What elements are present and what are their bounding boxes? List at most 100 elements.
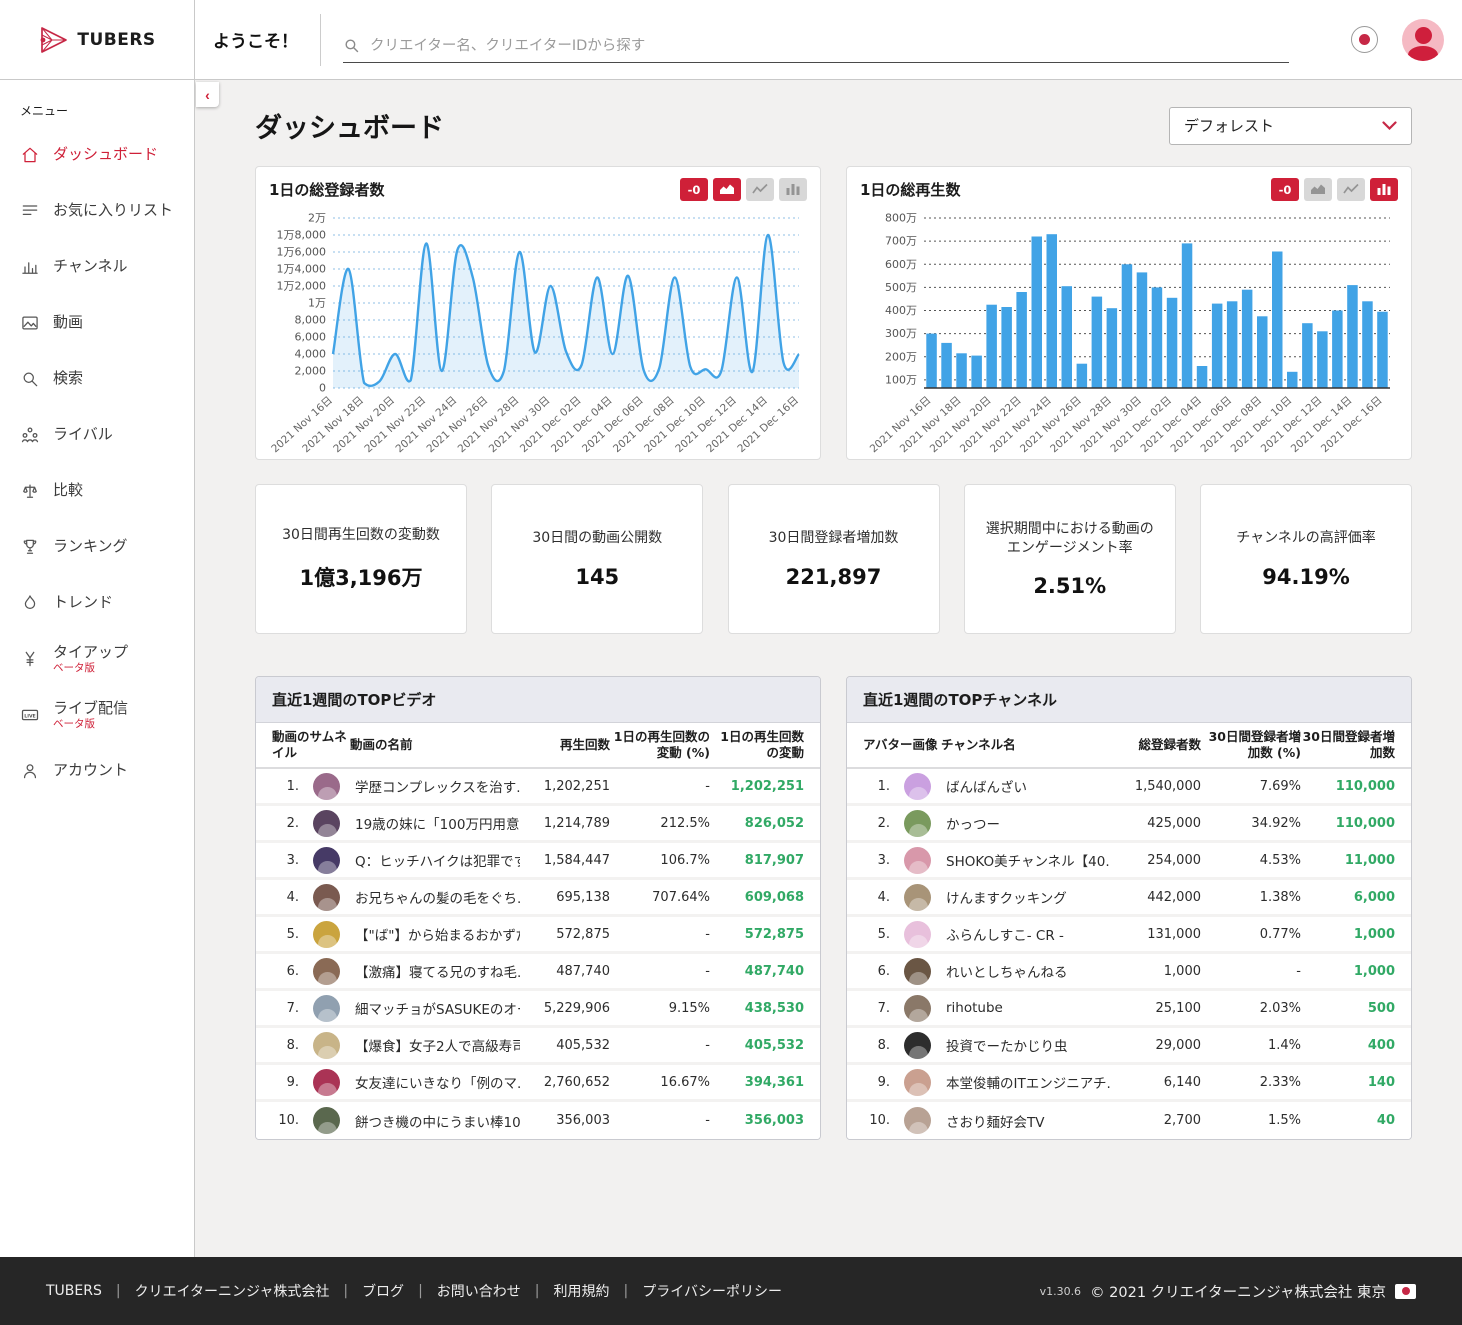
chart-mode-area-button[interactable] (1304, 178, 1332, 201)
svg-text:1万: 1万 (308, 297, 326, 310)
chevron-down-icon (1382, 120, 1397, 130)
row-change-abs: 6,000 (1353, 889, 1395, 905)
table-row[interactable]: 7. rihotube 25,100 2.03% 500 (847, 991, 1411, 1028)
row-rank: 7. (877, 1000, 890, 1016)
chart-mode-area-button[interactable] (713, 178, 741, 201)
row-total: 572,875 (556, 926, 610, 942)
sidebar-item-ranking[interactable]: ランキング (20, 519, 184, 575)
version-text: v1.30.6 (1039, 1284, 1082, 1298)
table-row[interactable]: 6. 【激痛】寝てる兄のすね毛... 487,740 - 487,740 (256, 954, 820, 991)
table-row[interactable]: 2. 19歳の妹に「100万円用意... 1,214,789 212.5% 82… (256, 806, 820, 843)
sidebar-item-live[interactable]: LIVE ライブ配信 ベータ版 (20, 687, 184, 743)
column-header: チャンネル名 (941, 736, 1016, 752)
chart-toolbar: -0 (680, 178, 807, 201)
column-header: 動画のサムネイル (272, 728, 347, 760)
chart-mode-line-button[interactable] (1337, 178, 1365, 201)
table-row[interactable]: 10. さおり麺好会TV 2,700 1.5% 40 (847, 1102, 1411, 1139)
user-avatar[interactable] (1402, 18, 1444, 61)
column-header: 30日間登録者増加数 (%) (1208, 728, 1301, 760)
sidebar-item-rival[interactable]: ライバル (20, 407, 184, 463)
offset-badge[interactable]: -0 (1271, 178, 1299, 201)
row-total: 1,540,000 (1134, 778, 1201, 794)
scales-icon (20, 481, 40, 501)
stat-card: 選択期間中における動画のエンゲージメント率 2.51% (963, 484, 1176, 634)
column-header: 再生回数 (559, 736, 610, 752)
creator-search-input[interactable] (370, 37, 1289, 54)
row-change-pct: 2.33% (1259, 1074, 1301, 1090)
row-name: 投資でーたかじり虫 (946, 1039, 1068, 1055)
tables-row: 直近1週間のTOPビデオ 動画のサムネイル 動画の名前 再生回数 1日の再生回数… (195, 634, 1462, 1140)
channel-filter-select[interactable]: デフォレスト (1169, 106, 1412, 145)
footer-link[interactable]: TUBERS (46, 1283, 102, 1299)
row-total: 5,229,906 (543, 1000, 610, 1016)
footer-link[interactable]: ブログ (362, 1284, 405, 1300)
chart-mode-bar-button[interactable] (1370, 178, 1398, 201)
row-change-pct: 34.92% (1251, 815, 1301, 831)
collapse-sidebar-button[interactable]: ‹ (196, 82, 219, 107)
footer-link[interactable]: プライバシーポリシー (642, 1284, 782, 1300)
table-row[interactable]: 8. 投資でーたかじり虫 29,000 1.4% 400 (847, 1028, 1411, 1065)
column-header: 動画の名前 (350, 736, 413, 752)
brand-logo[interactable]: TUBERS (0, 0, 195, 79)
table-row[interactable]: 4. お兄ちゃんの髪の毛をぐち... 695,138 707.64% 609,0… (256, 880, 820, 917)
header-divider (320, 13, 321, 66)
video-thumbnail (313, 1068, 340, 1096)
page-title: ダッシュボード (255, 113, 444, 144)
row-change-abs: 394,361 (744, 1074, 804, 1090)
sidebar-item-trend[interactable]: トレンド (20, 575, 184, 631)
offset-badge[interactable]: -0 (680, 178, 708, 201)
sidebar-item-favorites[interactable]: お気に入りリスト (20, 183, 184, 239)
video-thumbnail (313, 883, 340, 911)
table-row[interactable]: 10. 餅つき機の中にうまい棒100... 356,003 - 356,003 (256, 1102, 820, 1139)
video-thumbnail (313, 846, 340, 874)
row-change-abs: 487,740 (744, 963, 804, 979)
table-row[interactable]: 9. 女友達にいきなり「例のマ... 2,760,652 16.67% 394,… (256, 1065, 820, 1102)
japan-flag-icon (1395, 1283, 1416, 1299)
table-row[interactable]: 8. 【爆食】女子2人で高級寿司... 405,532 - 405,532 (256, 1028, 820, 1065)
footer-link[interactable]: 利用規約 (553, 1284, 610, 1300)
video-thumbnail (313, 809, 340, 837)
sidebar-item-compare[interactable]: 比較 (20, 463, 184, 519)
footer-link[interactable]: クリエイターニンジャ株式会社 (134, 1284, 330, 1300)
table-row[interactable]: 5. 【"ば"】から始まるおかずだ... 572,875 - 572,875 (256, 917, 820, 954)
sidebar-item-dashboard[interactable]: ダッシュボード (20, 127, 184, 183)
chart-mode-bar-button[interactable] (779, 178, 807, 201)
svg-text:2万: 2万 (308, 212, 326, 225)
row-change-abs: 500 (1367, 1000, 1395, 1016)
channel-avatar (904, 1068, 931, 1096)
row-name: 細マッチョがSASUKEのオー... (355, 1002, 520, 1018)
sidebar-item-video[interactable]: 動画 (20, 295, 184, 351)
table-row[interactable]: 4. けんますクッキング 442,000 1.38% 6,000 (847, 880, 1411, 917)
table-row[interactable]: 3. SHOKO美チャンネル【40... 254,000 4.53% 11,00… (847, 843, 1411, 880)
stat-value: 94.19% (1262, 564, 1350, 589)
footer-link[interactable]: お問い合わせ (436, 1284, 521, 1300)
channel-avatar (904, 809, 931, 837)
row-rank: 5. (286, 926, 299, 942)
sidebar-item-tieup[interactable]: タイアップ ベータ版 (20, 631, 184, 687)
bar-chart-icon (20, 257, 40, 277)
chart-mode-line-button[interactable] (746, 178, 774, 201)
sidebar-item-channel[interactable]: チャンネル (20, 239, 184, 295)
sidebar-item-account[interactable]: アカウント (20, 743, 184, 799)
table-row[interactable]: 9. 本堂俊輔のITエンジニアチ... 6,140 2.33% 140 (847, 1065, 1411, 1102)
table-row[interactable]: 7. 細マッチョがSASUKEのオー... 5,229,906 9.15% 43… (256, 991, 820, 1028)
row-change-pct: 707.64% (652, 889, 710, 905)
table-row[interactable]: 6. れいとしちゃんねる 1,000 - 1,000 (847, 954, 1411, 991)
flame-icon (20, 593, 40, 613)
row-change-abs: 1,202,251 (730, 778, 804, 794)
channel-avatar (904, 994, 931, 1022)
table-row[interactable]: 3. Q：ヒッチハイクは犯罪です... 1,584,447 106.7% 817… (256, 843, 820, 880)
row-change-pct: 2.03% (1259, 1000, 1301, 1016)
row-rank: 3. (877, 852, 890, 868)
row-name: 餅つき機の中にうまい棒100... (355, 1114, 520, 1131)
row-change-abs: 400 (1367, 1037, 1395, 1053)
sidebar-item-search[interactable]: 検索 (20, 351, 184, 407)
table-row[interactable]: 2. かっつー 425,000 34.92% 110,000 (847, 806, 1411, 843)
row-total: 356,003 (556, 1113, 610, 1128)
locale-japan-flag-icon[interactable] (1351, 26, 1378, 53)
table-row[interactable]: 1. ばんばんざい 1,540,000 7.69% 110,000 (847, 769, 1411, 806)
table-row[interactable]: 1. 学歴コンプレックスを治す... 1,202,251 - 1,202,251 (256, 769, 820, 806)
topbar: TUBERS ようこそ！ (0, 0, 1462, 80)
table-row[interactable]: 5. ふらんしすこ- CR - 131,000 0.77% 1,000 (847, 917, 1411, 954)
row-name: ばんばんざい (946, 780, 1027, 796)
